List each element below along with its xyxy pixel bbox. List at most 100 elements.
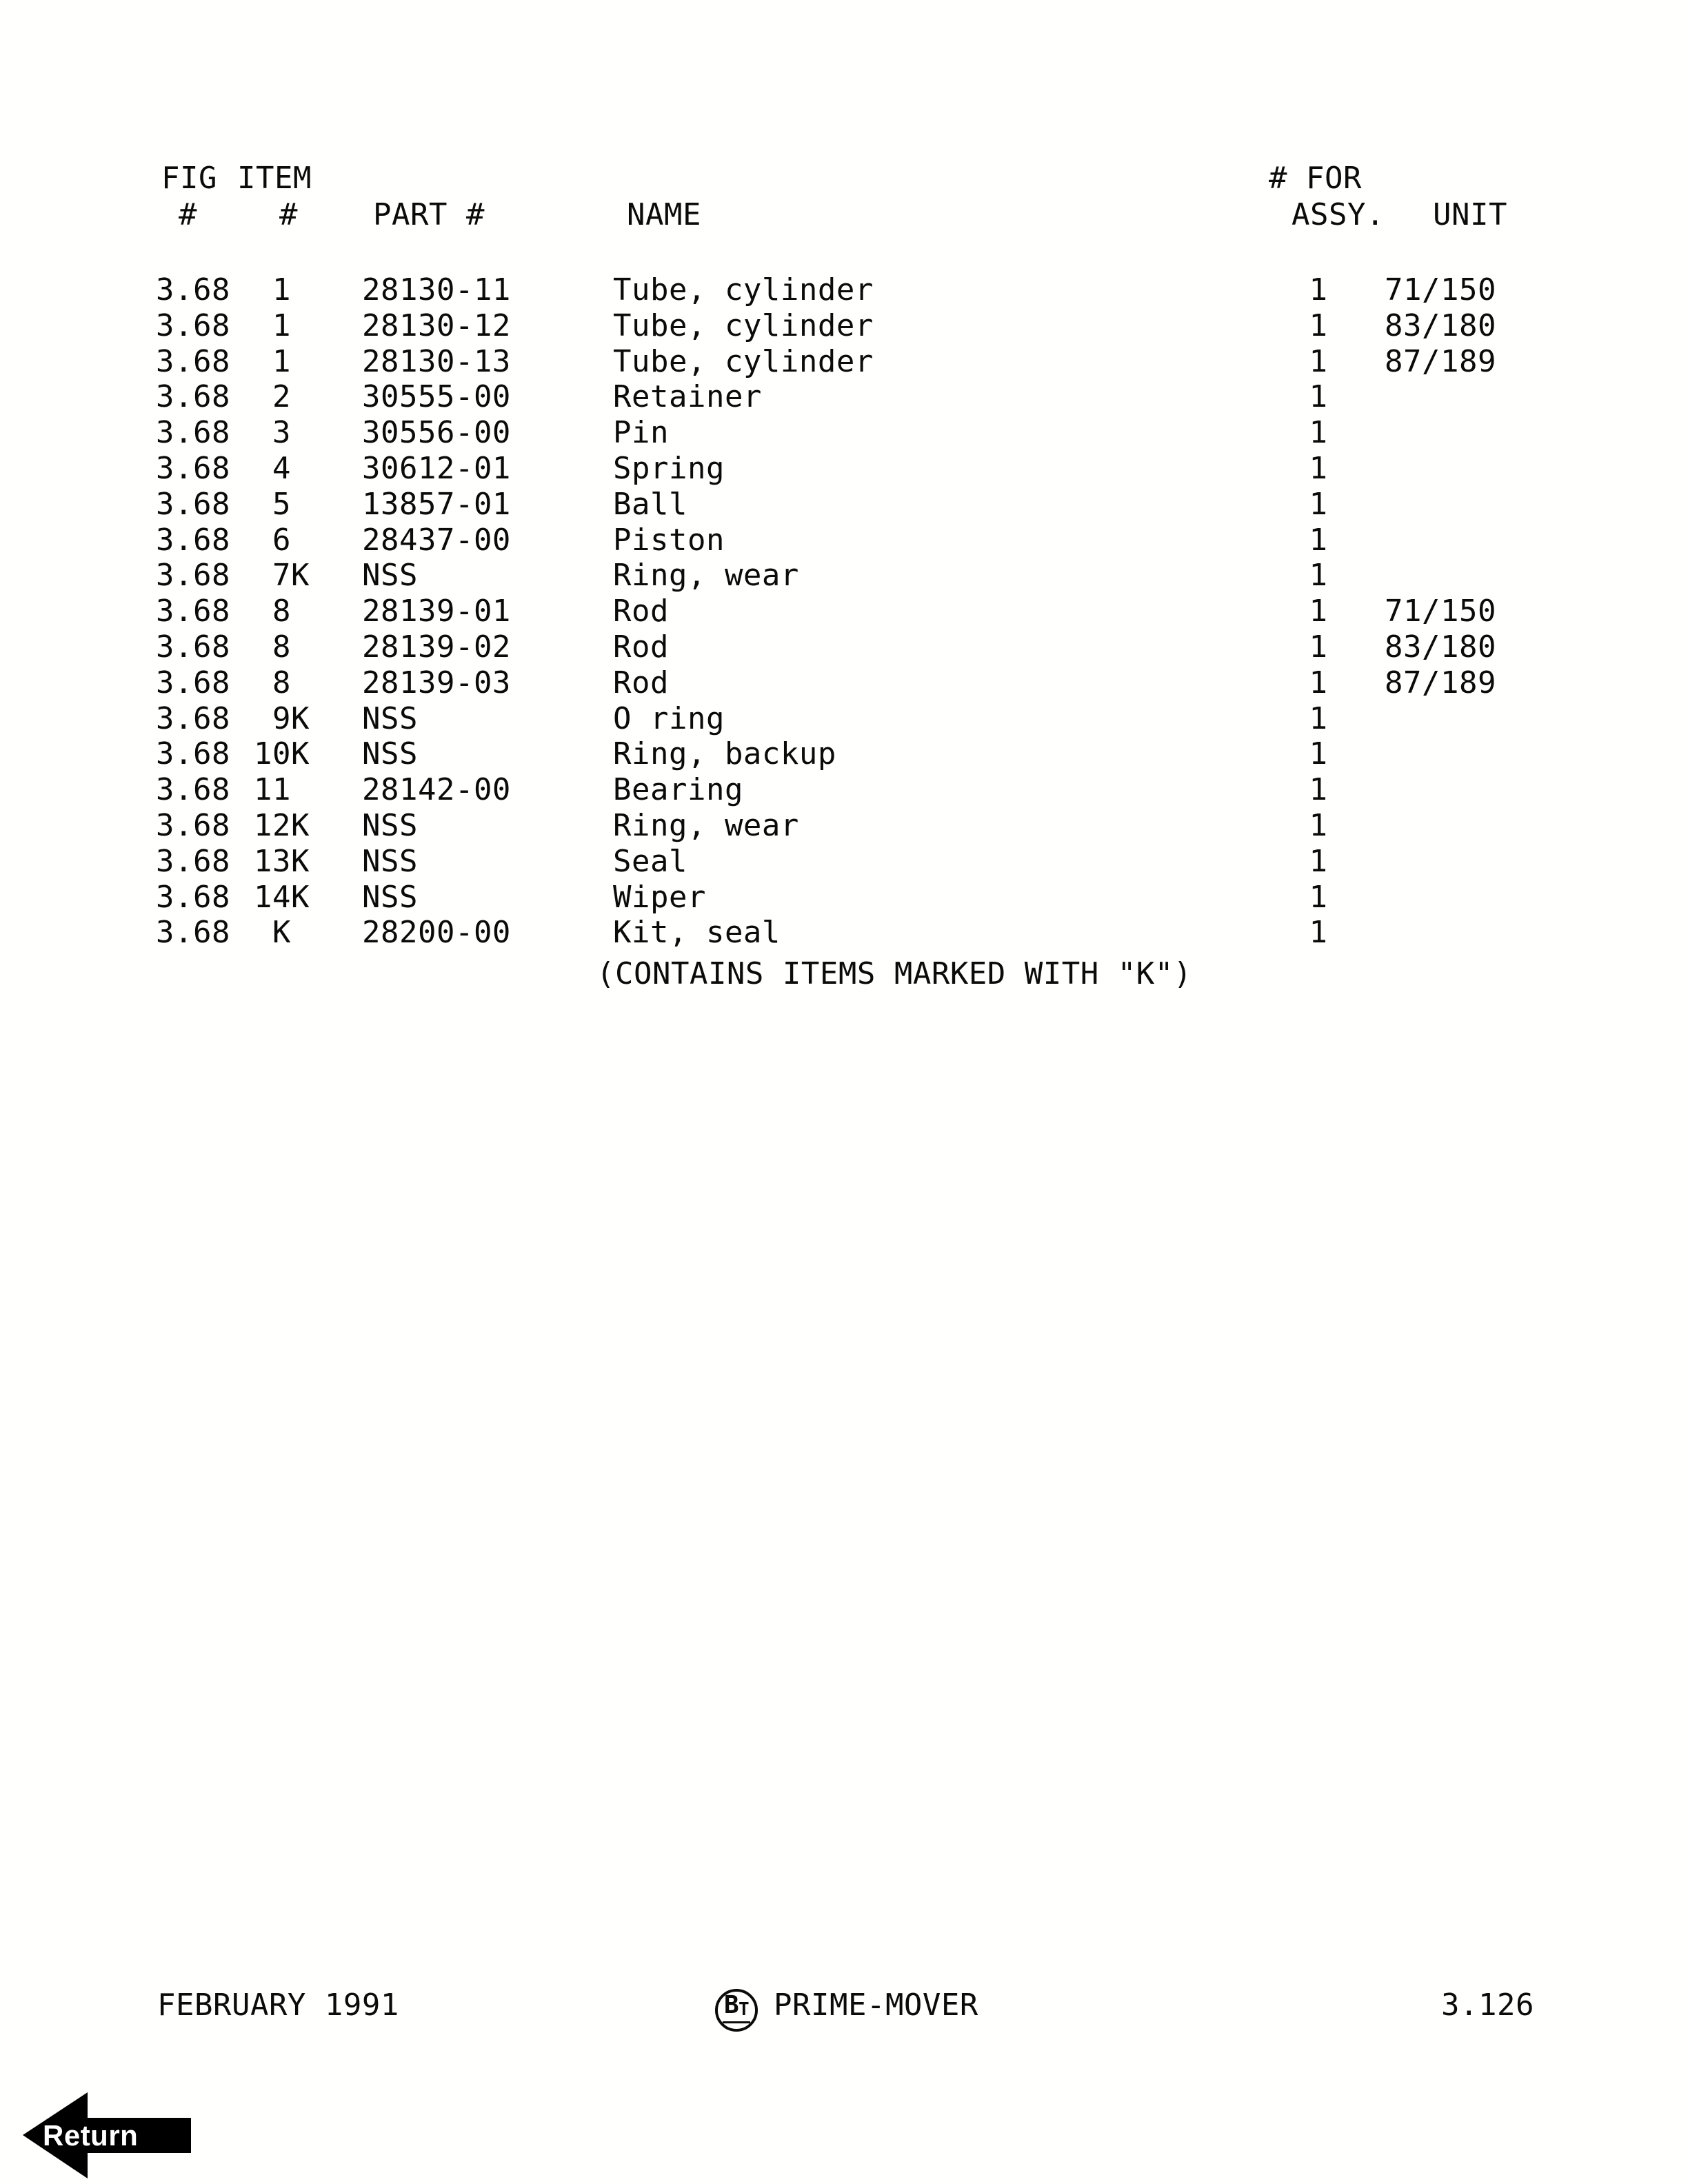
cell-assy-qty: 1 [1309,700,1328,736]
cell-item-number: 10K [254,736,310,772]
cell-assy-qty: 1 [1309,486,1328,522]
bt-logo-letter-b: B [724,1991,739,2019]
cell-assy-qty: 1 [1309,451,1328,486]
cell-item-number: 7K [272,558,310,594]
cell-fig-number: 3.68 [156,879,230,915]
cell-assy-qty: 1 [1309,879,1328,915]
header-item-number: # [279,197,298,232]
cell-part-name: Ring, backup [613,736,836,772]
table-row: 3.68 2 30555-00 Retainer 1 [0,379,1688,415]
kit-note: (CONTAINS ITEMS MARKED WITH "K") [596,956,1192,991]
cell-item-number: 8 [272,665,310,700]
bt-logo: B T [715,1989,758,2032]
cell-fig-number: 3.68 [156,272,230,307]
cell-item-number: 14K [254,879,310,915]
cell-fig-number: 3.68 [156,843,230,879]
cell-fig-number: 3.68 [156,522,230,558]
cell-part-name: Tube, cylinder [613,307,874,343]
header-for-title: # FOR [1269,161,1362,196]
cell-assy-qty: 1 [1309,915,1328,951]
cell-part-name: Rod [613,594,669,629]
table-row: 3.68 8 28139-02 Rod 1 83/180 [0,629,1688,665]
cell-part-number: 28200-00 [362,915,511,951]
cell-item-number: 8 [272,594,310,629]
cell-part-number: 28139-03 [362,665,511,700]
header-fig-number: # [179,197,197,232]
table-row: 3.68 1 28130-12 Tube, cylinder 1 83/180 [0,308,1688,344]
cell-part-name: Rod [613,665,669,700]
cell-item-number: 3 [272,415,310,451]
cell-unit: 71/150 [1385,594,1496,629]
table-row: 3.68 4 30612-01 Spring 1 [0,451,1688,487]
table-row: 3.68 3 30556-00 Pin 1 [0,415,1688,451]
cell-part-number: 28130-11 [362,272,511,307]
cell-part-name: Wiper [613,879,706,915]
cell-item-number: 4 [272,451,310,486]
cell-part-number: NSS [362,843,418,879]
cell-assy-qty: 1 [1309,665,1328,700]
table-row: 3.68 1 28130-11 Tube, cylinder 1 71/150 [0,272,1688,308]
table-row: 3.68 5 13857-01 Ball 1 [0,487,1688,523]
cell-part-name: Piston [613,522,725,558]
cell-part-number: 30612-01 [362,451,511,486]
cell-part-number: 28437-00 [362,522,511,558]
cell-fig-number: 3.68 [156,343,230,379]
cell-part-number: 28130-13 [362,343,511,379]
cell-item-number: 12K [254,808,310,843]
return-button[interactable] [23,2092,191,2178]
bt-logo-letter-t: T [738,1999,750,2020]
cell-assy-qty: 1 [1309,272,1328,307]
cell-fig-number: 3.68 [156,700,230,736]
cell-assy-qty: 1 [1309,415,1328,451]
page-number: 3.126 [1441,1988,1534,2023]
cell-part-name: Kit, seal [613,915,781,951]
table-row: 3.68 6 28437-00 Piston 1 [0,523,1688,558]
cell-assy-qty: 1 [1309,629,1328,665]
cell-part-number: 28139-01 [362,594,511,629]
cell-fig-number: 3.68 [156,415,230,451]
cell-part-number: NSS [362,736,418,772]
table-row: 3.68 7K NSS Ring, wear 1 [0,558,1688,594]
cell-assy-qty: 1 [1309,736,1328,772]
table-row: 3.68 8 28139-03 Rod 1 87/189 [0,665,1688,701]
cell-assy-qty: 1 [1309,522,1328,558]
cell-fig-number: 3.68 [156,915,230,951]
header-name: NAME [627,197,701,232]
cell-part-number: 28139-02 [362,629,511,665]
cell-assy-qty: 1 [1309,379,1328,415]
brand-name: PRIME-MOVER [774,1988,978,2023]
cell-item-number: 1 [272,272,310,307]
cell-fig-number: 3.68 [156,736,230,772]
cell-fig-number: 3.68 [156,629,230,665]
cell-fig-number: 3.68 [156,808,230,843]
table-row: 3.68 9K NSS O ring 1 [0,701,1688,737]
cell-unit: 83/180 [1385,629,1496,665]
cell-part-name: Pin [613,415,669,451]
header-part-number: PART # [373,197,485,232]
cell-item-number: 6 [272,522,310,558]
table-row: 3.68 12K NSS Ring, wear 1 [0,808,1688,844]
cell-item-number: 9K [272,700,310,736]
cell-part-name: Ring, wear [613,808,799,843]
cell-assy-qty: 1 [1309,594,1328,629]
table-row: 3.68 11 28142-00 Bearing 1 [0,772,1688,808]
cell-item-number: 13K [254,843,310,879]
cell-item-number: 8 [272,629,310,665]
cell-assy-qty: 1 [1309,343,1328,379]
cell-assy-qty: 1 [1309,772,1328,808]
cell-part-name: Tube, cylinder [613,343,874,379]
cell-part-number: NSS [362,558,418,594]
cell-part-number: 30555-00 [362,379,511,415]
cell-part-number: 28130-12 [362,307,511,343]
cell-part-number: 28142-00 [362,772,511,808]
cell-part-number: NSS [362,879,418,915]
cell-part-name: Ring, wear [613,558,799,594]
header-fig-title: FIG [161,161,217,196]
bt-logo-underline [723,2021,750,2023]
cell-fig-number: 3.68 [156,307,230,343]
cell-part-number: 13857-01 [362,486,511,522]
cell-fig-number: 3.68 [156,486,230,522]
cell-fig-number: 3.68 [156,379,230,415]
cell-part-name: Rod [613,629,669,665]
